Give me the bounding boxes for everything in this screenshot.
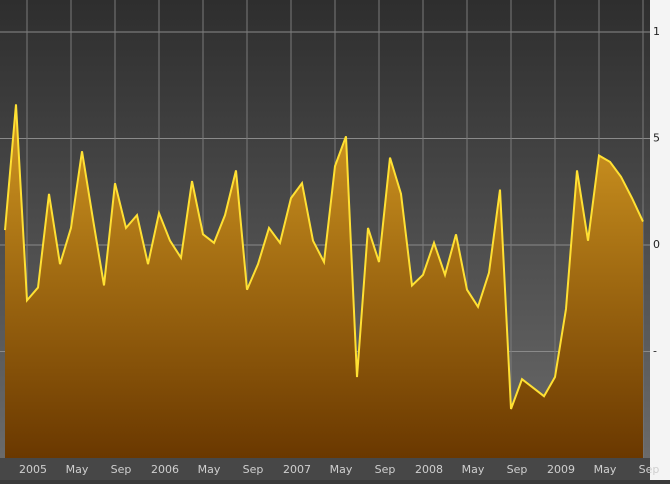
x-tick-label: May [594, 463, 617, 476]
line [4, 104, 644, 410]
x-tick-label: May [462, 463, 485, 476]
y-tick-label: 1 [653, 25, 660, 38]
x-tick-label: 2005 [19, 463, 47, 476]
x-tick-label: May [330, 463, 353, 476]
x-tick-label: Sep [243, 463, 264, 476]
x-tick-label: 2008 [415, 463, 443, 476]
x-axis-background [0, 458, 650, 480]
area [5, 104, 643, 458]
x-tick-label: 2007 [283, 463, 311, 476]
labels: 1 5 0 - 2005 May Sep 2006 May Sep 2007 May Sep 2008 Ma… [19, 25, 660, 476]
x-tick-label: 2006 [151, 463, 179, 476]
x-tick-label: Sep [375, 463, 396, 476]
marks [4, 104, 644, 458]
x-tick-label: Sep [111, 463, 132, 476]
x-tick-label: May [66, 463, 89, 476]
y-tick-label: 5 [653, 131, 660, 144]
x-tick-label: Sep [639, 463, 660, 476]
right-axis-background [650, 0, 670, 480]
x-tick-label: Sep [507, 463, 528, 476]
y-tick-label: - [653, 344, 657, 357]
x-tick-label: 2009 [547, 463, 575, 476]
y-tick-label: 0 [653, 238, 660, 251]
x-tick-label: May [198, 463, 221, 476]
